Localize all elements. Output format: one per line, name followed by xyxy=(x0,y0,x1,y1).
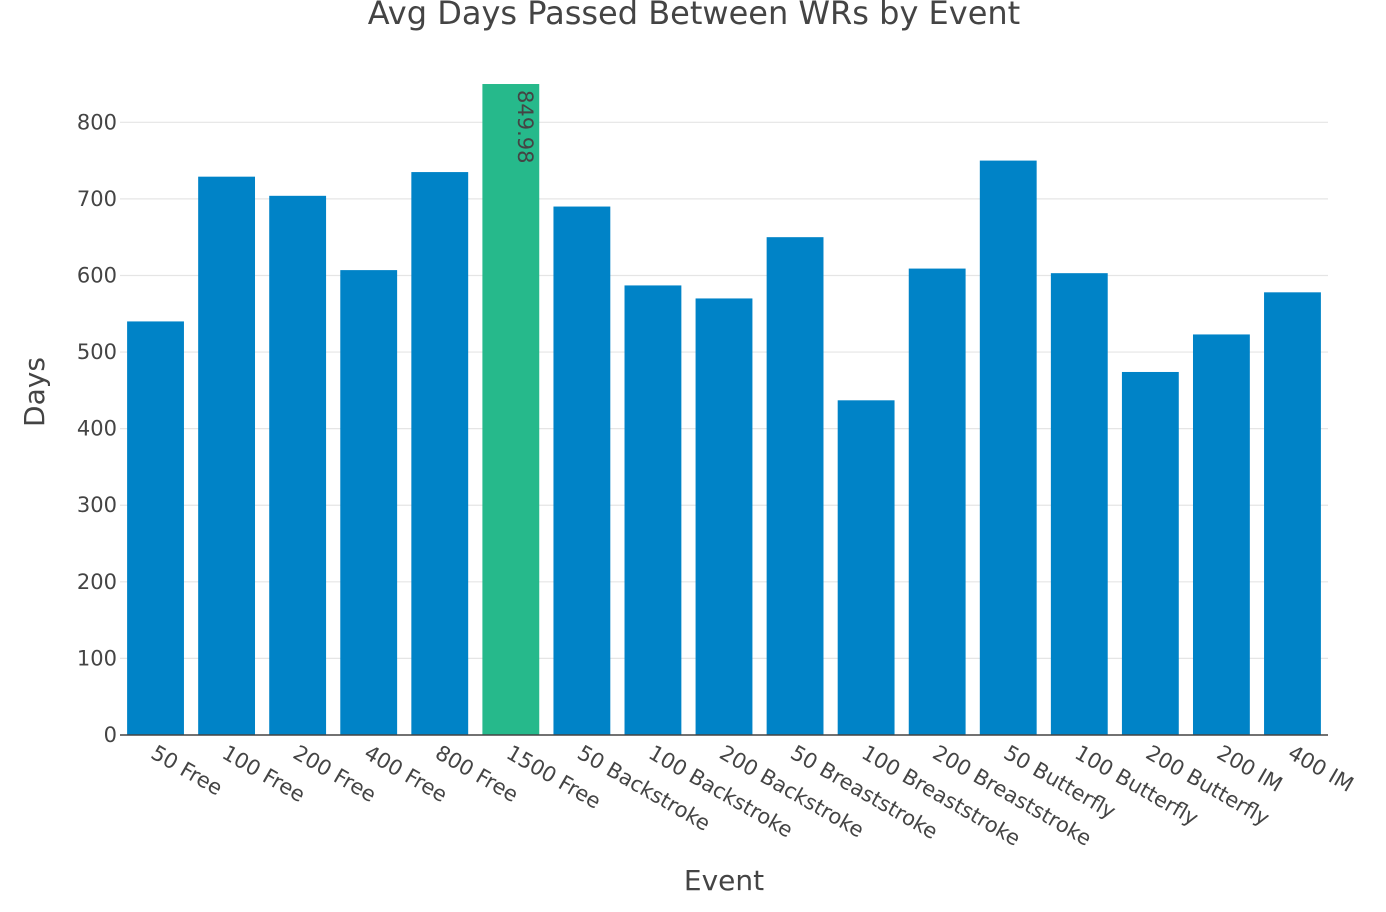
y-tick-label: 100 xyxy=(77,646,117,670)
bar[interactable] xyxy=(979,160,1037,735)
bar[interactable] xyxy=(695,298,753,735)
y-tick-label: 600 xyxy=(77,263,117,287)
bar-highlighted[interactable] xyxy=(482,84,540,735)
bar[interactable] xyxy=(340,270,398,735)
bar[interactable] xyxy=(411,172,469,735)
bar-value-label: 849.98 xyxy=(513,90,537,163)
bar[interactable] xyxy=(908,268,966,735)
bar[interactable] xyxy=(1192,334,1250,735)
x-axis-title: Event xyxy=(684,864,764,897)
y-tick-labels: 0 100 200 300 400 500 600 700 800 xyxy=(77,110,117,747)
x-tick-label: 50 Free xyxy=(147,741,227,801)
chart-title: Avg Days Passed Between WRs by Event xyxy=(368,0,1020,32)
bar[interactable] xyxy=(127,321,184,735)
y-tick-label: 700 xyxy=(77,187,117,211)
bar[interactable] xyxy=(553,206,611,735)
x-tick-label: 400 IM xyxy=(1284,741,1358,797)
y-tick-label: 400 xyxy=(77,417,117,441)
y-tick-label: 200 xyxy=(77,570,117,594)
y-axis-title: Days xyxy=(18,357,51,427)
y-tick-label: 500 xyxy=(77,340,117,364)
bar[interactable] xyxy=(269,195,327,735)
y-tick-label: 800 xyxy=(77,110,117,134)
bar[interactable] xyxy=(1121,371,1179,735)
bar[interactable] xyxy=(198,176,256,736)
bar[interactable] xyxy=(766,237,824,736)
bar[interactable] xyxy=(1050,273,1108,735)
y-tick-label: 0 xyxy=(104,723,117,747)
bar[interactable] xyxy=(624,285,682,735)
y-tick-label: 300 xyxy=(77,493,117,517)
bar[interactable] xyxy=(837,400,895,735)
bars: 849.98 xyxy=(127,84,1321,736)
bar[interactable] xyxy=(1264,292,1321,735)
